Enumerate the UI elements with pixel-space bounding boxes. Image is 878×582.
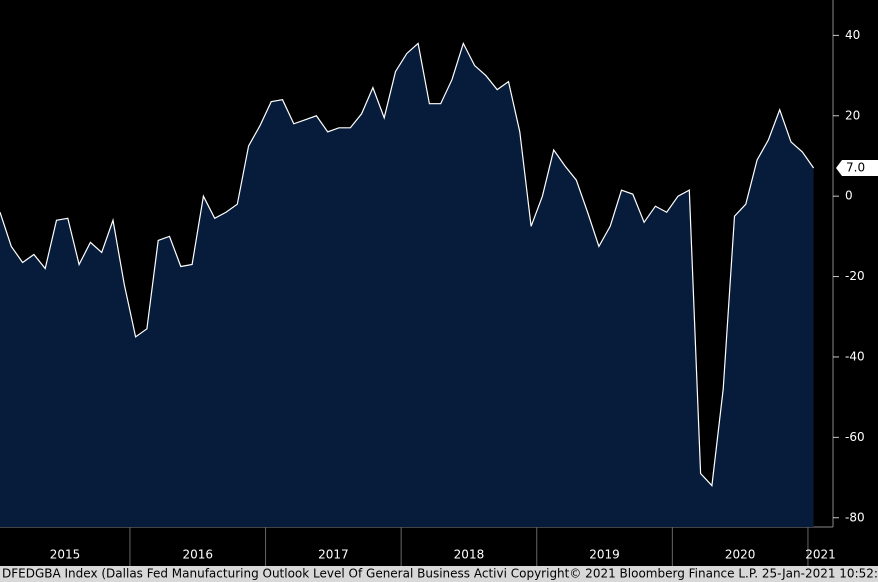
y-tick-label: 0 [845,189,853,203]
area [0,43,814,528]
y-tick-label: -40 [845,349,865,363]
x-tick-label: 2017 [318,548,349,562]
x-tick-label: 2016 [182,548,213,562]
y-tick-label: -80 [845,510,865,524]
x-tick-label: 2020 [725,548,756,562]
y-tick-label: 40 [845,28,860,42]
footer-band [0,566,878,582]
y-tick-label: -60 [845,430,865,444]
y-tick-label: -20 [845,269,865,283]
x-tick-label: 2021 [805,548,836,562]
y-tick-label: 20 [845,108,860,122]
x-tick-label: 2018 [454,548,485,562]
x-tick-label: 2015 [50,548,81,562]
source-note: DFEDGBA Index (Dallas Fed Manufacturing … [2,567,878,581]
value-label-box [836,160,878,177]
value-label: 7.0 [846,161,865,175]
line [0,41,815,487]
x-tick-label: 2019 [589,548,620,562]
